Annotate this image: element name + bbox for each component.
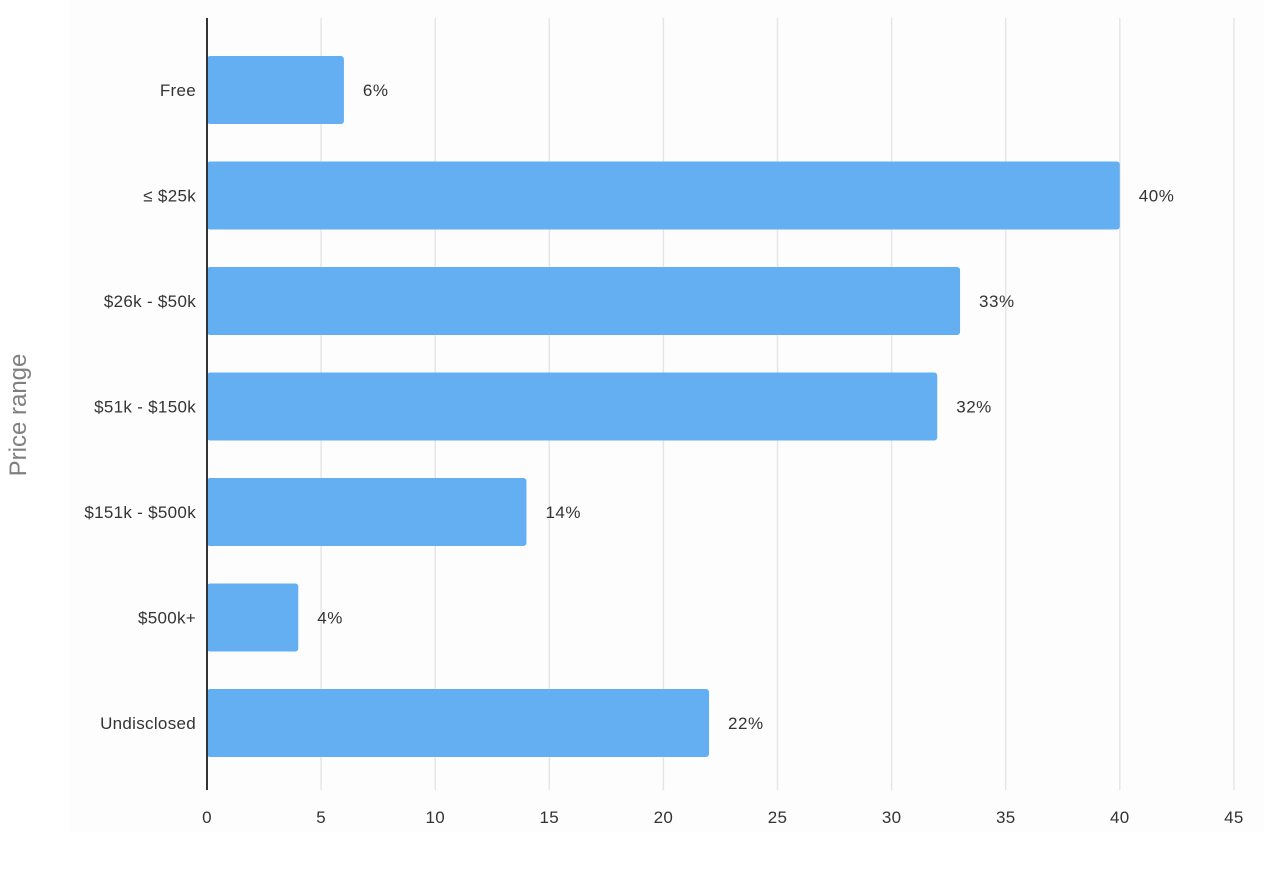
x-tick-label: 5 bbox=[316, 808, 326, 827]
data-labels: 6% 40% 33% 32% 14% 4% 22% bbox=[317, 81, 1174, 733]
x-tick-label: 20 bbox=[654, 808, 674, 827]
category-label: Free bbox=[160, 81, 196, 100]
y-axis-title: Price range bbox=[5, 354, 32, 477]
x-tick-label: 35 bbox=[996, 808, 1016, 827]
bar bbox=[207, 478, 527, 546]
bar bbox=[207, 56, 344, 124]
category-labels: Free ≤ $25k $26k - $50k $51k - $150k $151k -… bbox=[84, 81, 196, 733]
category-label: $51k - $150k bbox=[94, 398, 196, 417]
x-tick-label: 25 bbox=[768, 808, 788, 827]
x-tick-label: 45 bbox=[1224, 808, 1244, 827]
category-label: $500k+ bbox=[138, 609, 196, 628]
data-label: 4% bbox=[317, 609, 343, 628]
x-tick-label: 40 bbox=[1110, 808, 1130, 827]
data-label: 14% bbox=[545, 503, 581, 522]
category-label: ≤ $25k bbox=[143, 187, 196, 206]
bar bbox=[207, 372, 938, 441]
bars bbox=[207, 56, 1120, 757]
data-label: 40% bbox=[1139, 187, 1175, 206]
x-tick-labels: 0 5 10 15 20 25 30 35 40 45 bbox=[202, 808, 1244, 827]
x-tick-label: 0 bbox=[202, 808, 212, 827]
x-tick-label: 10 bbox=[425, 808, 445, 827]
bar bbox=[207, 689, 710, 757]
x-tick-label: 30 bbox=[882, 808, 902, 827]
x-tick-label: 15 bbox=[540, 808, 560, 827]
bar bbox=[207, 267, 961, 335]
data-label: 32% bbox=[956, 398, 992, 417]
category-label: $26k - $50k bbox=[104, 292, 196, 311]
data-label: 33% bbox=[979, 292, 1015, 311]
data-label: 6% bbox=[363, 81, 389, 100]
data-label: 22% bbox=[728, 714, 764, 733]
category-label: Undisclosed bbox=[100, 714, 196, 733]
bar bbox=[207, 583, 299, 652]
bar bbox=[207, 161, 1120, 230]
category-label: $151k - $500k bbox=[84, 503, 196, 522]
